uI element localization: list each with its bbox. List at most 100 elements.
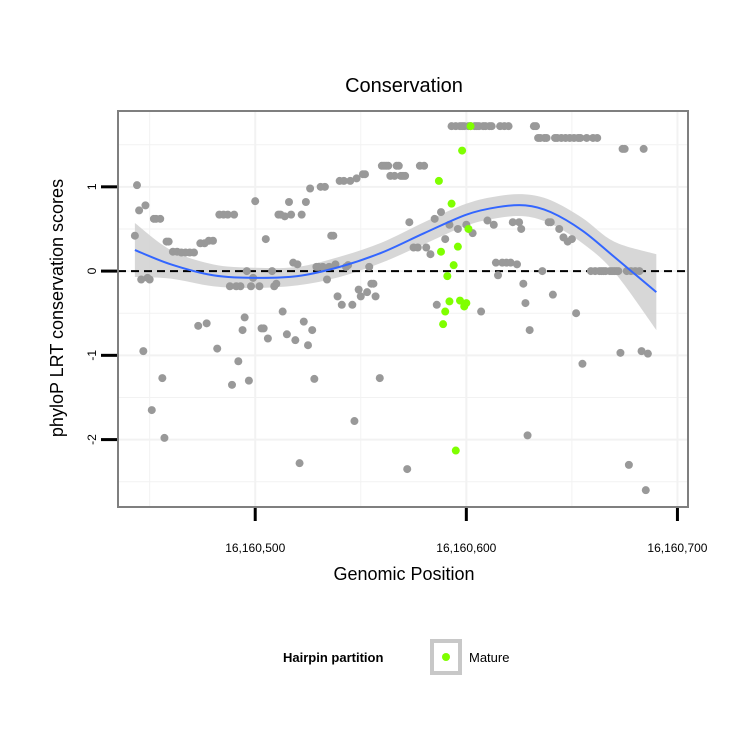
other-point xyxy=(339,176,348,185)
y-axis: -2 -1 0 1 xyxy=(85,183,117,445)
other-point xyxy=(190,248,198,257)
other-point xyxy=(320,182,329,191)
other-point xyxy=(555,224,564,233)
other-point xyxy=(572,309,581,318)
other-point xyxy=(369,279,378,288)
y-axis-label: phyloP LRT conservation scores xyxy=(47,179,67,437)
other-point xyxy=(295,459,304,468)
mature-point xyxy=(456,296,464,305)
mature-point xyxy=(464,224,473,233)
other-point xyxy=(251,197,260,206)
other-point xyxy=(263,334,272,343)
series-mature-points xyxy=(434,122,475,455)
other-point xyxy=(513,260,521,269)
other-point xyxy=(280,212,289,221)
other-point xyxy=(308,326,317,335)
other-point xyxy=(234,357,243,366)
mature-point xyxy=(445,297,454,306)
other-point xyxy=(532,122,540,131)
other-point xyxy=(244,376,253,385)
other-point xyxy=(546,218,555,227)
mature-point xyxy=(462,299,471,308)
other-point xyxy=(593,133,602,142)
mature-point xyxy=(458,146,467,155)
other-point xyxy=(310,374,319,383)
other-point xyxy=(420,161,429,170)
other-point xyxy=(582,133,591,142)
other-point xyxy=(477,307,486,316)
x-axis: 16,160,500 16,160,600 16,160,700 xyxy=(225,508,708,555)
mature-point xyxy=(466,122,475,131)
other-point xyxy=(432,300,441,309)
other-point xyxy=(255,282,264,291)
other-point xyxy=(576,133,585,142)
y-tick-label: 0 xyxy=(85,267,99,274)
other-point xyxy=(517,224,526,233)
other-point xyxy=(278,307,287,316)
other-point xyxy=(504,122,513,131)
other-point xyxy=(523,431,532,440)
other-point xyxy=(202,319,211,328)
other-point xyxy=(348,300,357,309)
x-tick-label: 16,160,600 xyxy=(436,541,496,555)
other-point xyxy=(291,336,300,345)
other-point xyxy=(139,347,148,356)
other-point xyxy=(356,292,365,301)
chart-title: Conservation xyxy=(345,75,463,97)
other-point xyxy=(318,262,327,271)
other-point xyxy=(225,282,234,291)
other-point xyxy=(236,282,245,291)
other-point xyxy=(156,214,165,223)
other-point xyxy=(365,262,374,271)
other-point xyxy=(437,208,445,217)
other-point xyxy=(164,237,173,246)
other-point xyxy=(616,348,625,357)
other-point xyxy=(287,210,296,219)
other-point xyxy=(141,201,150,210)
other-point xyxy=(426,250,435,259)
other-point xyxy=(375,374,384,383)
mature-point xyxy=(451,446,460,455)
other-point xyxy=(441,235,450,244)
other-point xyxy=(230,210,239,219)
other-point xyxy=(394,161,403,170)
other-point xyxy=(333,292,342,301)
other-point xyxy=(525,326,534,335)
other-point xyxy=(489,220,498,229)
other-point xyxy=(413,243,422,252)
other-point xyxy=(494,271,502,280)
other-point xyxy=(247,282,255,291)
other-point xyxy=(350,417,359,426)
other-point xyxy=(430,214,439,223)
other-point xyxy=(238,326,247,335)
other-point xyxy=(285,197,293,206)
other-point xyxy=(422,243,431,252)
other-point xyxy=(620,144,629,153)
other-point xyxy=(363,288,372,297)
other-point xyxy=(384,161,393,170)
other-point xyxy=(282,330,291,339)
other-point xyxy=(337,300,346,309)
other-point xyxy=(635,267,644,276)
other-point xyxy=(228,380,236,389)
legend: Hairpin partition Mature xyxy=(283,639,509,675)
other-point xyxy=(361,170,369,179)
legend-label-mature: Mature xyxy=(469,650,509,665)
other-point xyxy=(371,292,380,301)
other-point xyxy=(643,349,652,358)
other-point xyxy=(160,433,169,442)
other-point xyxy=(453,224,462,233)
other-point xyxy=(145,275,154,284)
other-point xyxy=(506,258,515,267)
other-point xyxy=(401,171,410,180)
other-point xyxy=(213,344,222,353)
other-point xyxy=(261,235,270,244)
other-point xyxy=(304,341,312,350)
legend-key-mature-dot xyxy=(442,653,450,661)
other-point xyxy=(508,218,517,227)
plot-panel xyxy=(117,110,689,508)
mature-point xyxy=(447,199,456,208)
other-point xyxy=(194,321,203,330)
other-point xyxy=(538,267,547,276)
other-point xyxy=(242,267,251,276)
